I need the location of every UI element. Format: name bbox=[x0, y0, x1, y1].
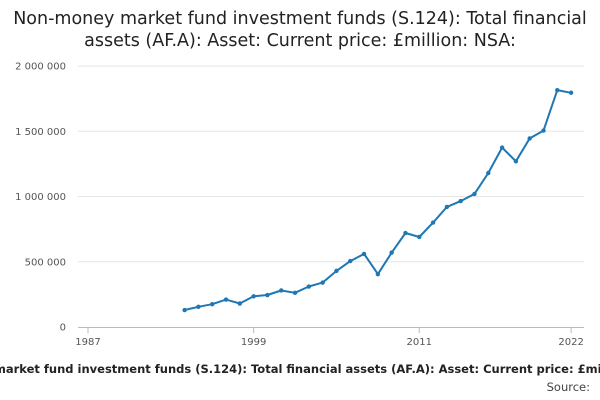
data-point bbox=[403, 230, 408, 236]
legend-label: Non-money market fund investment funds (… bbox=[0, 362, 600, 376]
y-tick-label: 1 500 000 bbox=[15, 127, 66, 138]
data-point bbox=[306, 284, 312, 289]
data-point bbox=[527, 136, 532, 141]
data-point bbox=[389, 250, 394, 255]
data-point bbox=[486, 170, 491, 176]
x-tick-label: 1999 bbox=[241, 337, 266, 348]
series-line bbox=[183, 89, 573, 311]
data-point bbox=[444, 204, 450, 210]
data-point bbox=[348, 258, 353, 264]
data-point bbox=[555, 87, 560, 93]
x-axis-ticks: 1987 1999 2011 2022 bbox=[75, 327, 584, 348]
data-points bbox=[182, 87, 574, 313]
data-point bbox=[196, 304, 201, 309]
x-tick-label: 2011 bbox=[407, 337, 432, 348]
gridlines bbox=[78, 65, 584, 263]
data-point bbox=[210, 301, 215, 307]
data-point bbox=[182, 307, 187, 313]
data-point bbox=[279, 288, 284, 293]
data-point bbox=[265, 292, 270, 298]
y-tick-label: 1 000 000 bbox=[15, 192, 66, 203]
y-tick-label: 0 bbox=[60, 323, 66, 334]
data-point bbox=[417, 234, 422, 240]
data-point bbox=[541, 128, 546, 133]
y-tick-label: 2 000 000 bbox=[15, 62, 66, 73]
x-tick-label: 1987 bbox=[75, 337, 100, 348]
source-label: Source: bbox=[546, 380, 590, 394]
data-point bbox=[375, 271, 381, 277]
legend: Non-money market fund investment funds (… bbox=[0, 362, 600, 378]
data-point bbox=[499, 145, 505, 150]
data-point bbox=[568, 90, 574, 95]
data-point bbox=[430, 220, 436, 225]
data-point bbox=[251, 294, 256, 299]
data-point bbox=[472, 191, 477, 197]
y-axis-tick-labels: 0 500 000 1 000 000 1 500 000 2 000 000 bbox=[15, 62, 66, 334]
chart-title: Non-money market fund investment funds (… bbox=[13, 9, 587, 51]
x-tick-label: 2022 bbox=[558, 337, 583, 348]
data-point bbox=[223, 297, 229, 302]
data-point bbox=[458, 198, 463, 204]
data-point bbox=[513, 159, 519, 164]
data-point bbox=[361, 251, 367, 257]
y-tick-label: 500 000 bbox=[25, 257, 66, 268]
data-point bbox=[334, 268, 339, 274]
data-point bbox=[292, 290, 298, 296]
data-point bbox=[237, 301, 243, 306]
data-point bbox=[320, 280, 325, 285]
